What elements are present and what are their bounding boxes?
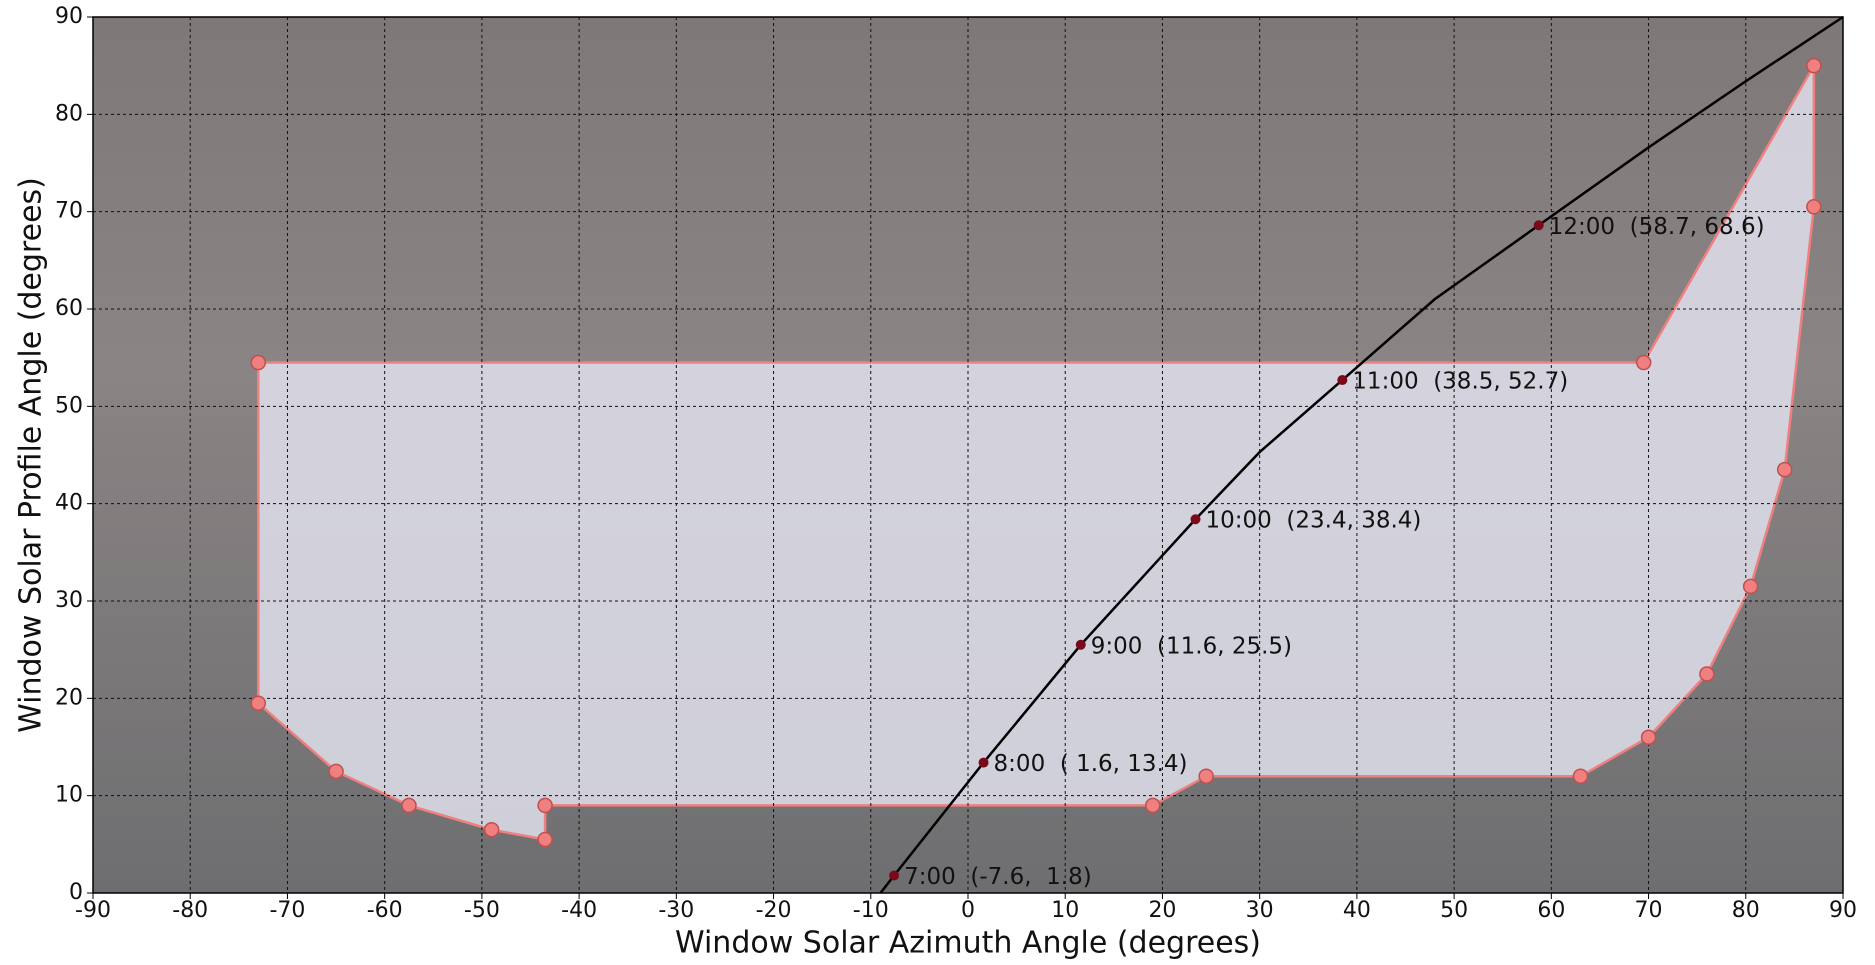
- x-tick-label: 60: [1537, 898, 1565, 923]
- x-tick-label: 70: [1635, 898, 1663, 923]
- vertex-marker: [1146, 798, 1160, 812]
- x-tick-label: 80: [1732, 898, 1760, 923]
- hour-marker: [1076, 640, 1086, 650]
- y-tick-label: 10: [55, 783, 83, 808]
- x-tick-label: -80: [172, 898, 208, 923]
- x-tick-label: 50: [1440, 898, 1468, 923]
- hour-marker: [979, 758, 989, 768]
- x-tick-label: -70: [269, 898, 305, 923]
- x-axis-label: Window Solar Azimuth Angle (degrees): [675, 926, 1261, 961]
- vertex-marker: [1642, 730, 1656, 744]
- x-tick-label: 30: [1246, 898, 1274, 923]
- vertex-marker: [402, 798, 416, 812]
- x-tick-label: 0: [961, 898, 975, 923]
- y-tick-label: 80: [55, 101, 83, 126]
- x-tick-label: 20: [1148, 898, 1176, 923]
- y-tick-label: 60: [55, 296, 83, 321]
- hour-annotation: 10:00 (23.4, 38.4): [1206, 508, 1422, 534]
- chart: 7:00 (-7.6, 1.8) 8:00 ( 1.6, 13.4) 9:00 (1…: [0, 0, 1875, 961]
- vertex-marker: [329, 764, 343, 778]
- vertex-marker: [1807, 200, 1821, 214]
- hour-marker: [889, 870, 899, 880]
- y-tick-label: 70: [55, 199, 83, 224]
- hour-annotation: 8:00 ( 1.6, 13.4): [994, 751, 1188, 777]
- vertex-marker: [1574, 769, 1588, 783]
- vertex-marker: [538, 832, 552, 846]
- vertex-marker: [251, 696, 265, 710]
- x-tick-label: 10: [1051, 898, 1079, 923]
- y-tick-label: 50: [55, 393, 83, 418]
- hour-annotation: 7:00 (-7.6, 1.8): [904, 864, 1092, 890]
- y-axis-label: Window Solar Profile Angle (degrees): [14, 177, 49, 733]
- vertex-marker: [251, 356, 265, 370]
- x-tick-label: -10: [853, 898, 889, 923]
- x-tick-label: -60: [367, 898, 403, 923]
- x-tick-label: -30: [658, 898, 694, 923]
- vertex-marker: [485, 823, 499, 837]
- y-tick-label: 20: [55, 685, 83, 710]
- x-tick-label: 90: [1829, 898, 1857, 923]
- hour-annotation: 11:00 (38.5, 52.7): [1352, 369, 1568, 395]
- y-tick-label: 90: [55, 4, 83, 29]
- hour-annotation: 12:00 (58.7, 68.6): [1549, 214, 1765, 240]
- vertex-marker: [1807, 59, 1821, 73]
- hour-annotation: 9:00 (11.6, 25.5): [1091, 633, 1292, 659]
- vertex-marker: [1700, 667, 1714, 681]
- hour-marker: [1534, 220, 1544, 230]
- vertex-marker: [1744, 579, 1758, 593]
- x-tick-label: -40: [561, 898, 597, 923]
- x-tick-label: -50: [464, 898, 500, 923]
- vertex-marker: [1199, 769, 1213, 783]
- y-tick-label: 30: [55, 588, 83, 613]
- hour-marker: [1191, 514, 1201, 524]
- vertex-marker: [538, 798, 552, 812]
- vertex-marker: [1637, 356, 1651, 370]
- y-tick-label: 40: [55, 491, 83, 516]
- x-tick-label: 40: [1343, 898, 1371, 923]
- hour-marker: [1337, 375, 1347, 385]
- y-tick-label: 0: [69, 880, 83, 905]
- x-tick-label: -20: [756, 898, 792, 923]
- vertex-marker: [1778, 463, 1792, 477]
